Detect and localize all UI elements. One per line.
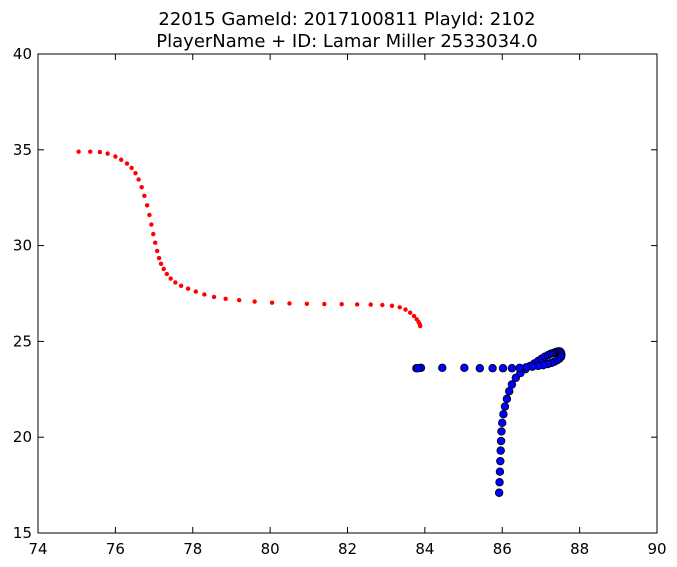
data-point [498, 418, 507, 428]
data-point [460, 363, 469, 373]
y-tick-label: 30 [13, 237, 32, 255]
data-point [495, 478, 504, 487]
data-point [124, 161, 130, 166]
data-point [403, 307, 408, 312]
x-tick-label: 76 [106, 540, 125, 558]
data-point [211, 294, 217, 300]
data-point [269, 300, 275, 305]
data-point [144, 203, 150, 208]
x-tick-label: 78 [183, 540, 202, 558]
data-point [304, 301, 310, 307]
data-point [500, 402, 510, 411]
data-point [507, 364, 517, 373]
data-point [88, 149, 93, 154]
data-point [496, 446, 505, 455]
data-point [133, 170, 138, 176]
data-point [142, 193, 147, 198]
data-point [498, 364, 508, 373]
data-point [496, 436, 506, 446]
data-point [158, 261, 164, 266]
data-point [413, 364, 423, 373]
data-point [494, 488, 504, 497]
data-point [515, 363, 524, 373]
data-point [178, 283, 184, 289]
data-point [164, 271, 170, 277]
data-point [168, 276, 173, 281]
data-point [129, 165, 134, 171]
data-point [389, 303, 395, 308]
data-point [497, 427, 506, 436]
data-point [502, 394, 512, 404]
data-point [507, 380, 517, 389]
data-point [354, 302, 360, 307]
x-tick-label: 88 [570, 540, 589, 558]
data-point [185, 286, 191, 291]
chart-subtitle: PlayerName + ID: Lamar Miller 2533034.0 [156, 31, 537, 52]
data-point [236, 298, 242, 303]
y-tick-label: 25 [13, 332, 32, 350]
data-point [322, 301, 327, 307]
axes-frame [37, 53, 658, 534]
plot-area [76, 149, 566, 497]
data-point [149, 222, 154, 227]
x-tick-label: 90 [647, 540, 666, 558]
x-tick-label: 80 [261, 540, 280, 558]
x-tick-label: 84 [415, 540, 434, 558]
data-point [380, 302, 385, 308]
data-point [397, 305, 402, 310]
data-point [105, 151, 110, 156]
data-point [153, 240, 158, 245]
data-point [193, 289, 199, 294]
x-tick-label: 82 [338, 540, 357, 558]
data-point [173, 280, 178, 285]
x-tick-label: 86 [493, 540, 512, 558]
y-tick-label: 35 [13, 141, 32, 159]
data-point [287, 301, 292, 306]
data-point [202, 292, 207, 297]
data-point [151, 231, 156, 237]
data-point [252, 299, 257, 304]
data-point [113, 154, 118, 159]
data-point [136, 177, 141, 182]
data-point [147, 212, 152, 218]
data-point [495, 467, 505, 476]
data-point [475, 364, 485, 373]
data-point [161, 266, 166, 272]
data-point [368, 302, 373, 307]
data-point [118, 157, 124, 162]
data-point [154, 248, 160, 254]
data-point [488, 364, 497, 373]
data-point [418, 323, 423, 329]
data-point [97, 149, 103, 155]
data-point [156, 255, 162, 261]
data-point [339, 302, 344, 307]
data-point [499, 410, 508, 419]
data-point [407, 310, 413, 315]
x-tick-label: 74 [28, 540, 47, 558]
chart-title: 22015 GameId: 2017100811 PlayId: 2102 [158, 9, 535, 30]
data-point [496, 456, 505, 466]
data-point [139, 184, 144, 190]
y-tick-label: 15 [13, 524, 32, 542]
data-point [76, 149, 81, 154]
tick-labels: 74 76 78 80 82 84 86 88 90 15 20 25 30 35 40 [13, 45, 667, 558]
data-point [223, 296, 228, 302]
data-point [411, 313, 417, 319]
y-tick-label: 40 [13, 45, 32, 63]
y-tick-label: 20 [13, 428, 32, 446]
data-point [438, 363, 447, 373]
